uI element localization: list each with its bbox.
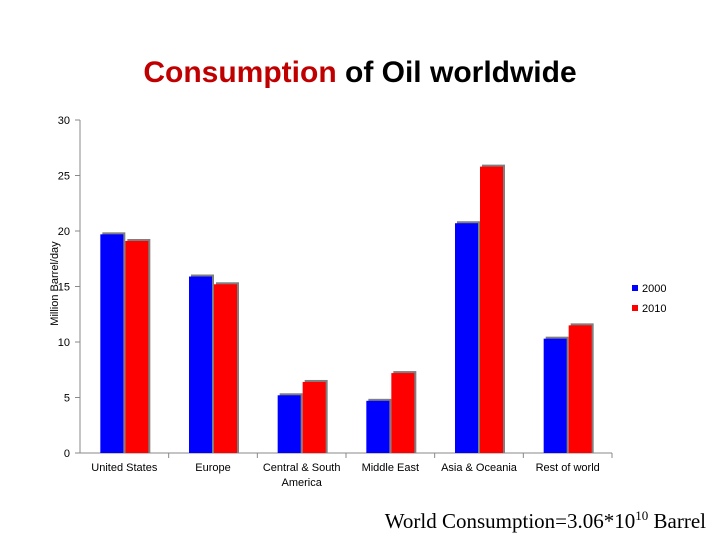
bar-2010 bbox=[480, 166, 503, 453]
chart-title: Consumption of Oil worldwide bbox=[0, 56, 720, 90]
y-tick-label: 0 bbox=[64, 448, 70, 460]
chart-title-highlight: Consumption bbox=[143, 56, 337, 89]
chart-title-rest: of Oil worldwide bbox=[336, 56, 577, 89]
bar-2000 bbox=[277, 395, 301, 453]
x-category-label: Asia & Oceania bbox=[441, 462, 518, 474]
bar-2010 bbox=[125, 240, 149, 453]
note-suffix: Barrel bbox=[648, 509, 706, 533]
x-category-label: Europe bbox=[195, 462, 230, 474]
bar-2010 bbox=[302, 381, 326, 453]
bar-2000 bbox=[189, 276, 212, 453]
x-category-label: Rest of world bbox=[536, 462, 600, 474]
bar-chart: 0 5 10 15 20 25 30 Million Barrel/day United Sta… bbox=[49, 115, 666, 489]
x-category-label: Middle East bbox=[362, 462, 419, 474]
bar-2000 bbox=[366, 400, 390, 453]
bar-2010 bbox=[214, 284, 237, 453]
x-category-label: Central & South bbox=[263, 462, 341, 474]
note-exponent: 10 bbox=[635, 508, 649, 523]
note-prefix: World Consumption=3.06*10 bbox=[384, 509, 636, 533]
legend-swatch-2010 bbox=[632, 305, 638, 311]
y-tick-label: 15 bbox=[58, 282, 70, 294]
world-consumption-note: World Consumption=3.06*1010 Barrel bbox=[385, 508, 706, 534]
y-tick-label: 10 bbox=[58, 337, 70, 349]
y-tick-label: 20 bbox=[58, 226, 70, 238]
bar-2000 bbox=[455, 223, 478, 453]
y-tick-label: 30 bbox=[58, 115, 70, 127]
bar-2000 bbox=[100, 234, 124, 453]
legend-label: 2000 bbox=[642, 283, 666, 295]
x-category-label: United States bbox=[91, 462, 158, 474]
bar-2010 bbox=[568, 325, 592, 453]
bar-2000 bbox=[543, 338, 567, 453]
y-tick-label: 5 bbox=[64, 393, 70, 405]
x-category-label: America bbox=[281, 477, 322, 489]
bar-2010 bbox=[391, 373, 415, 453]
y-tick-label: 25 bbox=[58, 171, 70, 183]
legend-swatch-2000 bbox=[632, 285, 638, 291]
legend-label: 2010 bbox=[642, 303, 666, 315]
y-axis-title: Million Barrel/day bbox=[49, 241, 61, 326]
